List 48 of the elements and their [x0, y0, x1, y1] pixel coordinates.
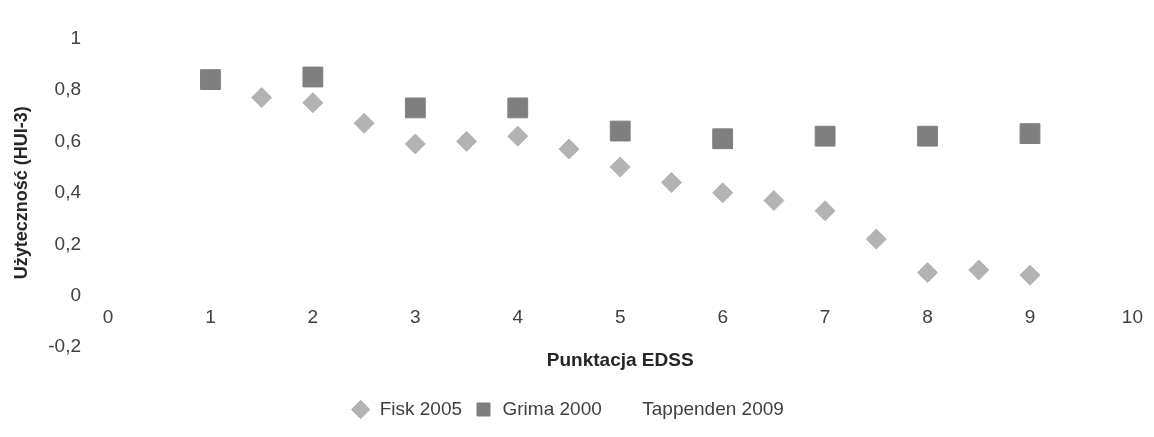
point	[507, 97, 529, 119]
y-tick-label: 1	[70, 26, 81, 48]
x-tick-label: 10	[1121, 306, 1143, 328]
y-axis-title: Użyteczność (HUI-3)	[10, 106, 31, 280]
legend-label: Fisk 2005	[379, 397, 463, 419]
point	[456, 130, 478, 152]
point	[558, 138, 580, 160]
point	[763, 190, 785, 212]
point	[712, 182, 734, 204]
text: Tappenden 2009	[642, 397, 784, 419]
x-tick-label: 7	[819, 306, 831, 328]
point	[814, 200, 836, 222]
point	[814, 125, 836, 147]
point	[404, 133, 426, 155]
x-tick-label: 2	[307, 306, 319, 328]
y-tick-label: 0,8	[54, 78, 81, 100]
x-tick-label: 9	[1024, 306, 1036, 328]
point	[968, 259, 990, 281]
point	[712, 128, 734, 150]
y-tick-label: 0,6	[54, 129, 81, 151]
point	[404, 97, 426, 119]
point	[865, 228, 887, 250]
x-tick-label: 3	[410, 306, 421, 328]
point	[609, 120, 631, 142]
point	[200, 69, 221, 90]
point	[251, 87, 273, 109]
point	[1019, 123, 1041, 145]
x-tick-label: 1	[205, 306, 216, 328]
point	[660, 172, 682, 194]
x-axis-title: Punktacja EDSS	[546, 348, 694, 370]
point	[353, 112, 375, 134]
legend-label: Grima 2000	[502, 397, 602, 419]
y-tick-label: 0	[70, 283, 81, 305]
x-tick-label: 5	[614, 306, 626, 328]
y-tick-label: 0,4	[54, 181, 82, 203]
y-tick-label: 0,2	[54, 232, 81, 254]
point	[609, 156, 631, 178]
point	[1019, 264, 1041, 286]
x-tick-label: 6	[717, 306, 728, 328]
point	[917, 262, 939, 284]
y-tick-label: -0,2	[48, 335, 81, 357]
point	[917, 125, 938, 147]
x-tick-label: 4	[512, 306, 524, 328]
x-tick-label: 8	[922, 306, 933, 328]
point	[302, 92, 324, 114]
point	[507, 125, 529, 147]
point	[302, 66, 324, 88]
x-tick-label: 0	[102, 306, 114, 328]
